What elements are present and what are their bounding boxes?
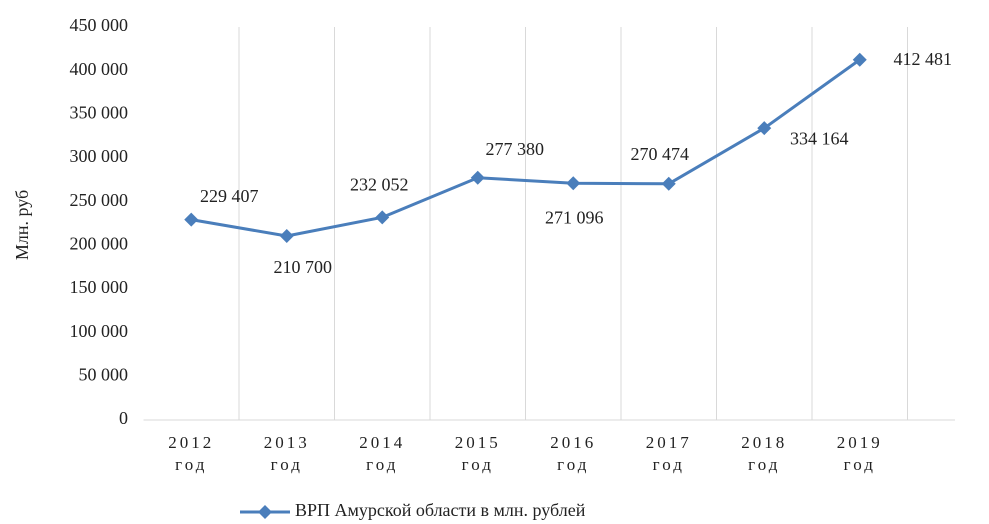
- x-tick-label: 2014 год: [359, 433, 406, 474]
- x-tick-label: 2018 год: [741, 433, 788, 474]
- data-label: 412 481: [894, 49, 953, 69]
- marker: [757, 121, 772, 136]
- marker: [566, 176, 581, 191]
- data-label: 229 407: [200, 186, 259, 206]
- marker: [470, 170, 485, 185]
- y-tick-label: 350 000: [70, 102, 129, 122]
- y-tick-label: 100 000: [70, 321, 129, 341]
- y-tick-label: 50 000: [79, 364, 129, 384]
- y-axis-label: Млн. руб: [12, 190, 32, 260]
- x-tick-label: 2012 год: [168, 433, 215, 474]
- x-tick-label: 2016 год: [550, 433, 597, 474]
- y-tick-label: 0: [119, 408, 128, 428]
- marker: [852, 52, 867, 67]
- x-tick-label: 2019 год: [836, 433, 883, 474]
- data-label: 232 052: [350, 174, 409, 194]
- marker: [279, 228, 294, 243]
- data-label: 277 380: [486, 139, 545, 159]
- data-label: 271 096: [545, 207, 604, 227]
- x-tick-label: 2013 год: [263, 433, 310, 474]
- y-tick-label: 450 000: [70, 15, 129, 35]
- x-tick-label: 2017 год: [645, 433, 692, 474]
- data-label: 334 164: [790, 128, 849, 148]
- legend-label: ВРП Амурской области в млн. рублей: [295, 500, 586, 520]
- y-tick-label: 150 000: [70, 277, 129, 297]
- marker: [184, 212, 199, 227]
- y-tick-label: 200 000: [70, 233, 129, 253]
- x-tick-label: 2015 год: [454, 433, 501, 474]
- y-tick-label: 400 000: [70, 59, 129, 79]
- marker: [375, 210, 390, 225]
- marker: [661, 176, 676, 191]
- data-label: 270 474: [631, 144, 690, 164]
- data-label: 210 700: [274, 257, 333, 277]
- y-tick-label: 300 000: [70, 146, 129, 166]
- line: [190, 58, 861, 238]
- legend-marker: [258, 505, 272, 519]
- y-tick-label: 250 000: [70, 190, 129, 210]
